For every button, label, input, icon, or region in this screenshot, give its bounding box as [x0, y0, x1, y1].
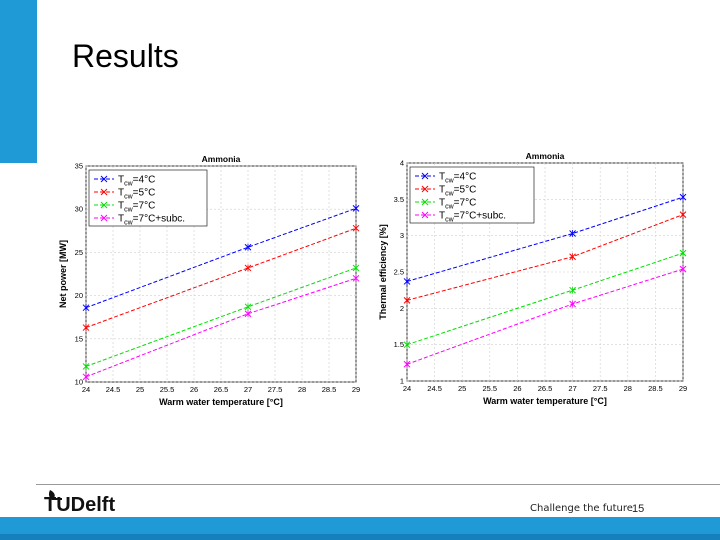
legend-label: Tcw=4°C [439, 172, 476, 185]
x-tick-label: 28.5 [648, 384, 663, 393]
accent-bar [0, 0, 37, 163]
data-point [569, 286, 576, 294]
legend-marker [100, 188, 108, 196]
chart-title: Ammonia [202, 154, 241, 164]
net-power-chart-svg: 24 24.5 25 25.5 26 26.5 27 27.5 28 28.5 29 10 15 20 25… [58, 154, 360, 407]
y-tick-label: 15 [75, 334, 83, 343]
legend-marker [421, 211, 429, 219]
x-tick-label: 25 [136, 385, 144, 394]
data-point [82, 324, 90, 332]
legend-marker [100, 201, 108, 209]
y-tick-label: 4 [400, 159, 404, 168]
x-tick-label: 25.5 [160, 385, 175, 394]
x-tick-label: 26.5 [538, 384, 553, 393]
y-tick-label: 2 [400, 304, 404, 313]
data-point [569, 253, 576, 261]
x-tick-label: 24.5 [106, 385, 121, 394]
data-point [403, 341, 411, 349]
data-point [244, 243, 252, 251]
x-tick-label: 24 [82, 385, 90, 394]
data-point [82, 362, 90, 370]
data-point [352, 264, 360, 272]
data-point [679, 265, 687, 273]
slide-title: Results [72, 38, 179, 74]
x-tick-label: 27 [244, 385, 252, 394]
bottom-band-dark [0, 534, 720, 540]
page-number: 15 [632, 503, 645, 515]
footer-divider [36, 484, 720, 485]
data-point [679, 211, 687, 219]
legend-label: Tcw=7°C [118, 201, 155, 214]
data-point [679, 193, 687, 201]
net-power-chart: 24 24.5 25 25.5 26 26.5 27 27.5 28 28.5 29 10 15 20 25… [56, 150, 371, 415]
y-axis-label: Thermal efficiency [%] [378, 224, 388, 320]
legend-label: Tcw=7°C+subc. [439, 211, 506, 224]
x-tick-label: 29 [679, 384, 687, 393]
y-tick-label: 3 [400, 231, 404, 240]
y-tick-label: 35 [75, 162, 83, 171]
x-tick-label: 27 [568, 384, 576, 393]
data-point [244, 264, 252, 272]
x-tick-label: 28.5 [322, 385, 337, 394]
data-point [352, 204, 360, 212]
data-point [244, 303, 252, 311]
x-tick-label: 26.5 [214, 385, 229, 394]
footer-tagline: Challenge the future [530, 503, 633, 514]
data-point [569, 229, 576, 237]
data-point [569, 300, 576, 308]
x-axis-label: Warm water temperature [°C] [159, 397, 283, 407]
series-line [85, 227, 357, 329]
legend-label: Tcw=4°C [118, 175, 155, 188]
data-point [352, 274, 360, 282]
y-tick-label: 25 [75, 248, 83, 257]
y-tick-label: 3.5 [394, 195, 404, 204]
data-point [679, 249, 687, 257]
legend-label: Tcw=7°C+subc. [118, 214, 185, 227]
y-tick-label: 30 [75, 205, 83, 214]
x-tick-label: 28 [624, 384, 632, 393]
tudelft-flame-icon [48, 490, 62, 500]
legend-marker [100, 214, 108, 222]
x-tick-label: 28 [298, 385, 306, 394]
data-point [352, 224, 360, 232]
legend-label: Tcw=7°C [439, 198, 476, 211]
legend-marker [421, 198, 429, 206]
series-line [85, 267, 357, 367]
legend-marker [421, 172, 429, 180]
y-axis-label: Net power [MW] [58, 240, 68, 308]
series-line [85, 277, 357, 378]
x-tick-label: 27.5 [593, 384, 608, 393]
logo-text: TUDelft [44, 494, 116, 516]
x-axis-label: Warm water temperature [°C] [483, 396, 607, 406]
legend-marker [421, 185, 429, 193]
thermal-efficiency-chart-svg: 24 24.5 25 25.5 26 26.5 27 27.5 28 28.5 29 1 1.5 2 2.5… [378, 151, 687, 406]
data-point [82, 373, 90, 381]
x-tick-label: 25.5 [482, 384, 497, 393]
x-tick-label: 25 [458, 384, 466, 393]
y-tick-label: 1.5 [394, 340, 404, 349]
legend-marker [100, 175, 108, 183]
x-tick-label: 24.5 [427, 384, 442, 393]
legend-label: Tcw=5°C [118, 188, 155, 201]
chart-title: Ammonia [526, 151, 565, 161]
series-line [406, 196, 684, 282]
data-point [403, 296, 411, 304]
legend-label: Tcw=5°C [439, 185, 476, 198]
x-tick-label: 26 [513, 384, 521, 393]
data-point [403, 277, 411, 285]
data-point [403, 360, 411, 368]
data-point [82, 304, 90, 312]
y-tick-label: 2.5 [394, 268, 404, 277]
data-point [244, 310, 252, 318]
x-tick-label: 27.5 [268, 385, 283, 394]
series-line [85, 207, 357, 309]
tudelft-logo[interactable]: TUDelft [44, 494, 115, 517]
y-tick-label: 1 [400, 377, 404, 386]
x-tick-label: 26 [190, 385, 198, 394]
x-tick-label: 29 [352, 385, 360, 394]
thermal-efficiency-chart: 24 24.5 25 25.5 26 26.5 27 27.5 28 28.5 29 1 1.5 2 2.5… [376, 148, 696, 413]
y-tick-label: 10 [75, 378, 83, 387]
x-tick-label: 24 [403, 384, 411, 393]
y-tick-label: 20 [75, 291, 83, 300]
